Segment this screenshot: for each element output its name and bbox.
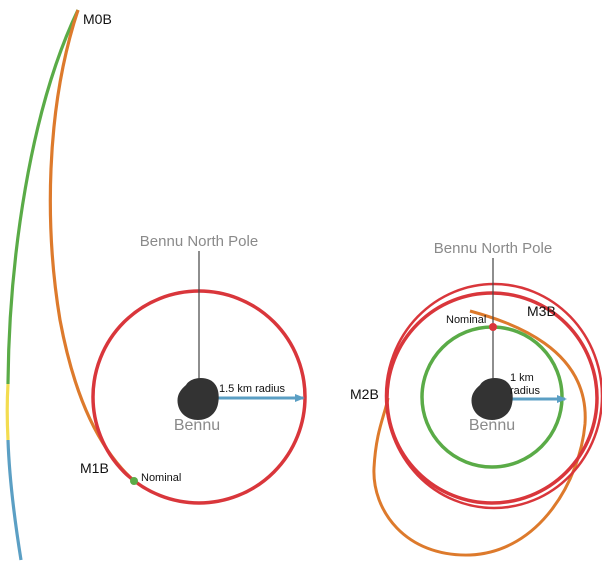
- radius-label: 1.5 km radius: [219, 383, 286, 395]
- north-pole-label-right: Bennu North Pole: [434, 240, 552, 257]
- nominal-label: Nominal: [141, 472, 181, 484]
- bennu-label-right: Bennu: [469, 417, 515, 434]
- maneuver-label-m3b: M3B: [527, 303, 556, 319]
- maneuver-label-m1b: M1B: [80, 460, 109, 476]
- maneuver-label-m0b: M0B: [83, 11, 112, 27]
- nominal-point-marker-right: [489, 323, 497, 331]
- orbit-circle-outer-second-pass: [384, 282, 602, 510]
- radius-label-line1: 1 km: [510, 372, 534, 384]
- bennu-asteroid: [177, 377, 219, 420]
- nominal-point-marker: [130, 477, 138, 485]
- north-pole-label: Bennu North Pole: [140, 233, 258, 250]
- approach-trajectory-green: [6, 9, 80, 385]
- bennu-label: Bennu: [174, 417, 220, 434]
- bennu-asteroid-right: [471, 377, 513, 420]
- maneuver-label-m2b: M2B: [350, 386, 379, 402]
- approach-trajectory-yellow: [5, 383, 10, 441]
- radius-label-line2: radius: [510, 385, 540, 397]
- nominal-label-right: Nominal: [446, 314, 486, 326]
- approach-trajectory-blue: [6, 439, 23, 561]
- transfer-loop-orange: [372, 309, 587, 557]
- left-panel: M0B M1B Bennu North Pole Bennu 1.5 km ra…: [5, 9, 307, 561]
- right-panel: Bennu North Pole Bennu 1 km radius Nomin…: [350, 240, 602, 557]
